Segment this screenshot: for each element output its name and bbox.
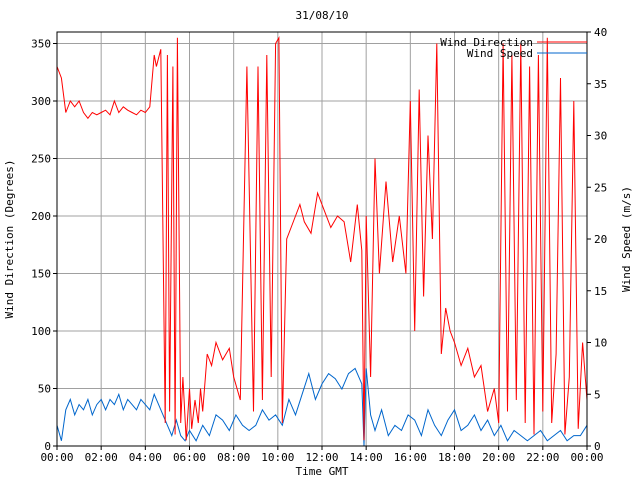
chart-title: 31/08/10 (296, 9, 349, 22)
left-axis-ticks: 0 50 100 150 200 250 300 350 (31, 38, 57, 453)
y-axis-left-label: Wind Direction (Degrees) (3, 160, 16, 319)
y-right-tick-label: 25 (594, 181, 607, 194)
legend-label-wind-speed: Wind Speed (467, 47, 533, 60)
x-axis-ticks: 00:00 02:00 04:00 06:00 08:00 10:00 12:00 14:00… (40, 446, 604, 464)
x-tick-label: 12:00 (305, 451, 338, 464)
y-left-tick-label: 300 (31, 95, 51, 108)
y-axis-right-label: Wind Speed (m/s) (620, 186, 633, 292)
x-tick-label: 00:00 (570, 451, 603, 464)
y-left-tick-label: 50 (38, 383, 51, 396)
y-right-tick-label: 30 (594, 130, 607, 143)
y-left-tick-label: 100 (31, 325, 51, 338)
x-tick-label: 20:00 (482, 451, 515, 464)
legend: Wind Direction Wind Speed (440, 36, 587, 60)
y-right-tick-label: 0 (594, 440, 601, 453)
y-right-tick-label: 5 (594, 388, 601, 401)
y-right-tick-label: 15 (594, 285, 607, 298)
x-tick-label: 04:00 (129, 451, 162, 464)
y-left-tick-label: 0 (44, 440, 51, 453)
y-right-tick-label: 20 (594, 233, 607, 246)
x-tick-label: 06:00 (173, 451, 206, 464)
x-tick-label: 18:00 (438, 451, 471, 464)
x-tick-label: 14:00 (350, 451, 383, 464)
x-tick-label: 02:00 (85, 451, 118, 464)
y-right-tick-label: 40 (594, 26, 607, 39)
x-tick-label: 22:00 (526, 451, 559, 464)
y-right-tick-label: 10 (594, 337, 607, 350)
x-axis-label: Time GMT (296, 465, 349, 478)
y-left-tick-label: 250 (31, 153, 51, 166)
x-tick-label: 08:00 (217, 451, 250, 464)
x-tick-label: 16:00 (394, 451, 427, 464)
right-axis-ticks: 0 5 10 15 20 25 30 35 40 (587, 26, 607, 453)
series-line-wind-direction (56, 35, 588, 441)
y-right-tick-label: 35 (594, 78, 607, 91)
y-left-tick-label: 350 (31, 38, 51, 51)
series-line-wind-speed (56, 367, 588, 447)
y-left-tick-label: 150 (31, 268, 51, 281)
series-layer (56, 35, 588, 447)
x-tick-label: 10:00 (261, 451, 294, 464)
y-left-tick-label: 200 (31, 210, 51, 223)
legend-label-wind-direction: Wind Direction (440, 36, 533, 49)
x-tick-label: 00:00 (40, 451, 73, 464)
